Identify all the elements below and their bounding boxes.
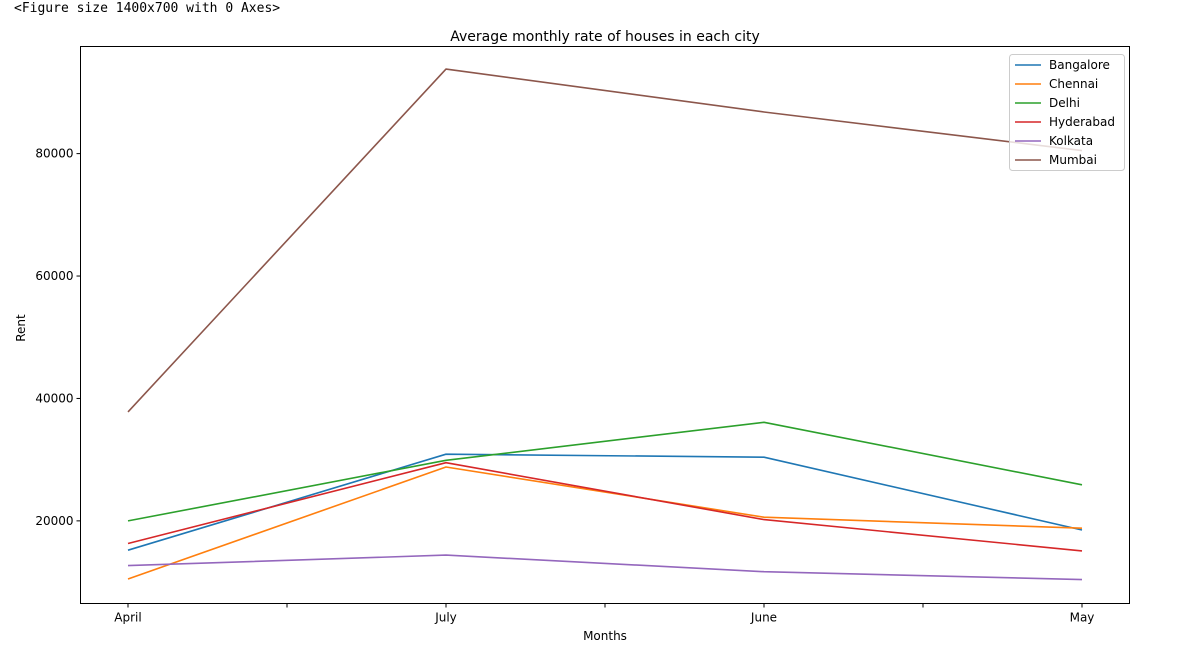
y-axis-label: Rent bbox=[14, 314, 28, 342]
series-line-mumbai bbox=[127, 68, 1083, 413]
series-line-kolkata bbox=[127, 554, 1083, 581]
legend-label: Bangalore bbox=[1049, 58, 1110, 72]
x-tick-label: April bbox=[114, 611, 141, 625]
y-tick-label: 20000 bbox=[35, 514, 73, 528]
x-axis-label: Months bbox=[583, 629, 627, 643]
plot-area bbox=[80, 46, 1130, 604]
x-tick-label: June bbox=[750, 611, 777, 625]
legend-label: Hyderabad bbox=[1049, 115, 1115, 129]
legend-label: Delhi bbox=[1049, 96, 1080, 110]
legend: Bangalore Chennai Delhi Hyderabad Kolkata Mum… bbox=[1009, 54, 1125, 171]
chart-title: Average monthly rate of houses in each c… bbox=[450, 29, 760, 45]
y-tick-label: 80000 bbox=[35, 147, 73, 161]
x-tick-label: July bbox=[434, 611, 457, 625]
series-line-bangalore bbox=[127, 453, 1083, 551]
legend-label: Chennai bbox=[1049, 77, 1098, 91]
x-tick-label: May bbox=[1070, 611, 1095, 625]
y-tick-label: 60000 bbox=[35, 269, 73, 283]
axis-ticks: April July June May 20000 40000 60000 80000 bbox=[35, 147, 1094, 625]
series-lines bbox=[127, 68, 1083, 581]
y-tick-label: 40000 bbox=[35, 391, 73, 405]
series-line-delhi bbox=[127, 421, 1083, 522]
series-line-chennai bbox=[127, 466, 1083, 580]
series-line-hyderabad bbox=[127, 461, 1083, 552]
legend-label: Kolkata bbox=[1049, 134, 1093, 148]
legend-label: Mumbai bbox=[1049, 153, 1097, 167]
figure-output-text: <Figure size 1400x700 with 0 Axes> bbox=[14, 1, 281, 16]
